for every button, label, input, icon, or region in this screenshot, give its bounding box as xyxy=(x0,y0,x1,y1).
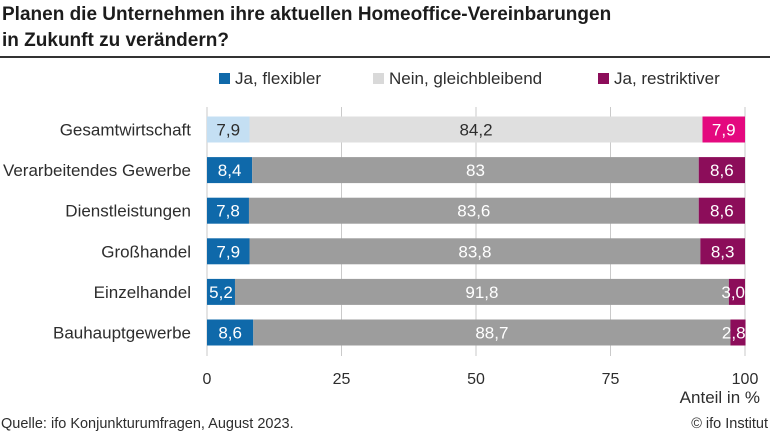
legend-swatch-nein-gleichbleibend xyxy=(373,73,384,84)
bar-segment-ja-flexibler xyxy=(207,238,250,265)
bar-segment-ja-restriktiver xyxy=(698,157,745,184)
value-label-ja-restriktiver: 8,6 xyxy=(710,161,734,180)
value-label-ja-restriktiver: 7,9 xyxy=(712,121,736,140)
legend-label-ja-flexibler: Ja, flexibler xyxy=(235,69,321,88)
value-label-nein-gleichbleibend: 84,2 xyxy=(459,121,492,140)
bar-segment-nein-gleichbleibend xyxy=(249,238,701,265)
bar-row-gesamtwirtschaft: 7,9 84,2 7,9 xyxy=(207,116,745,143)
title-divider xyxy=(0,56,770,58)
legend: Ja, flexibler Nein, gleichbleibend Ja, res… xyxy=(219,69,720,88)
category-labels: Gesamtwirtschaft Verarbeitendes Gewerbe Di… xyxy=(3,121,191,343)
value-label-ja-flexibler: 7,9 xyxy=(216,242,240,261)
bar-row-verarbeitendes-gewerbe: 8,4 83 8,6 xyxy=(207,157,745,184)
bar-segment-nein-gleichbleibend xyxy=(252,157,699,184)
chart-title: Planen die Unternehmen ihre aktuellen Ho… xyxy=(2,4,612,51)
footer-copyright: © ifo Institut xyxy=(691,416,768,432)
bar-segment-ja-flexibler xyxy=(207,116,250,143)
value-label-ja-flexibler: 7,9 xyxy=(216,121,240,140)
bar-segment-ja-restriktiver xyxy=(702,116,745,143)
legend-item-ja-flexibler: Ja, flexibler xyxy=(219,69,321,88)
value-label-nein-gleichbleibend: 83,6 xyxy=(457,202,490,221)
bar-segment-ja-flexibler xyxy=(207,157,253,184)
x-tick-label: 0 xyxy=(203,371,212,388)
bar-segment-ja-flexibler xyxy=(207,319,254,346)
category-label: Einzelhandel xyxy=(94,283,191,302)
legend-swatch-ja-restriktiver xyxy=(598,73,609,84)
legend-item-ja-restriktiver: Ja, restriktiver xyxy=(598,69,720,88)
value-label-ja-flexibler: 8,4 xyxy=(218,161,242,180)
bar-row-dienstleistungen: 7,8 83,6 8,6 xyxy=(207,197,745,224)
bar-segment-nein-gleichbleibend xyxy=(249,116,703,143)
legend-swatch-ja-flexibler xyxy=(219,73,230,84)
category-label: Bauhauptgewerbe xyxy=(53,324,191,343)
bar-segment-ja-restriktiver xyxy=(730,319,746,346)
bar-row-grosshandel: 7,9 83,8 8,3 xyxy=(207,238,745,265)
bars: 7,9 84,2 7,9 8,4 83 8,6 7,8 83,6 8,6 7,9 83,8 8,3 5,… xyxy=(207,116,746,346)
bar-segment-ja-flexibler xyxy=(207,197,249,224)
bar-segment-nein-gleichbleibend xyxy=(234,278,729,305)
value-label-ja-flexibler: 5,2 xyxy=(209,283,233,302)
legend-label-nein-gleichbleibend: Nein, gleichbleibend xyxy=(389,69,542,88)
category-label: Großhandel xyxy=(101,242,191,261)
gridlines xyxy=(206,107,746,356)
category-label: Verarbeitendes Gewerbe xyxy=(3,161,191,180)
value-label-nein-gleichbleibend: 88,7 xyxy=(475,324,508,343)
legend-label-ja-restriktiver: Ja, restriktiver xyxy=(614,69,720,88)
footer-source: Quelle: ifo Konjunkturumfragen, August 2… xyxy=(1,416,294,432)
x-axis-ticks: 0 25 50 75 100 xyxy=(203,371,759,388)
value-label-ja-restriktiver: 8,6 xyxy=(710,202,734,221)
bar-segment-ja-restriktiver xyxy=(728,278,745,305)
value-label-ja-flexibler: 7,8 xyxy=(216,202,240,221)
value-label-nein-gleichbleibend: 83 xyxy=(466,161,485,180)
bar-segment-ja-restriktiver xyxy=(700,238,745,265)
category-label: Gesamtwirtschaft xyxy=(60,121,192,140)
bar-segment-ja-flexibler xyxy=(207,278,235,305)
value-label-nein-gleichbleibend: 83,8 xyxy=(458,242,491,261)
bar-row-bauhauptgewerbe: 8,6 88,7 2,8 xyxy=(207,319,746,346)
value-label-ja-restriktiver: 3,0 xyxy=(721,283,745,302)
bar-segment-nein-gleichbleibend xyxy=(248,197,699,224)
value-label-ja-restriktiver: 2,8 xyxy=(722,324,746,343)
category-label: Dienstleistungen xyxy=(65,202,191,221)
x-tick-label: 75 xyxy=(602,371,620,388)
x-axis-label: Anteil in % xyxy=(680,388,760,407)
legend-item-nein-gleichbleibend: Nein, gleichbleibend xyxy=(373,69,542,88)
value-label-ja-restriktiver: 8,3 xyxy=(711,242,735,261)
x-tick-label: 100 xyxy=(732,371,759,388)
bar-segment-nein-gleichbleibend xyxy=(253,319,731,346)
value-label-nein-gleichbleibend: 91,8 xyxy=(465,283,498,302)
value-label-ja-flexibler: 8,6 xyxy=(218,324,242,343)
bar-segment-ja-restriktiver xyxy=(698,197,745,224)
bar-row-einzelhandel: 5,2 91,8 3,0 xyxy=(207,278,745,305)
x-tick-label: 50 xyxy=(467,371,485,388)
x-tick-label: 25 xyxy=(333,371,351,388)
